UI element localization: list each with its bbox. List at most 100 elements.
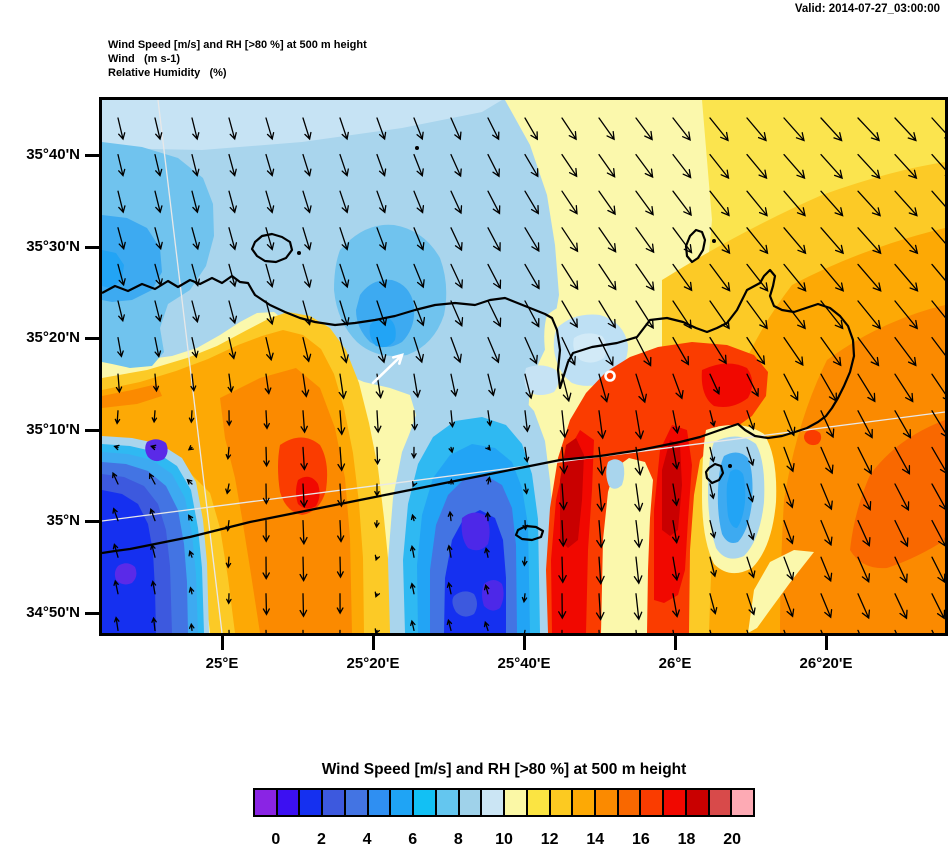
lon-tick-mark [372, 636, 375, 650]
bc-medium-patch [452, 591, 477, 617]
wind-arrow [191, 336, 199, 359]
wind-arrow [635, 410, 644, 440]
wind-arrow [894, 519, 909, 548]
right-deep-orange [850, 420, 945, 569]
wind-arrow [783, 410, 796, 437]
wind-arrow [191, 153, 200, 177]
wind-arrow [228, 336, 237, 360]
lon-tick-label: 26°E [658, 655, 692, 672]
wind-arrow [153, 373, 160, 393]
wind-arrow [225, 556, 232, 569]
wind-arrow [187, 445, 194, 451]
bc-purple1 [461, 512, 490, 551]
bl-deepest [102, 490, 156, 633]
band-red-spot [296, 476, 320, 509]
white-wind-arrow [371, 353, 404, 385]
lat-tick-label: 35°N [46, 512, 80, 529]
lat-tick-mark [85, 612, 99, 615]
wind-arrow [857, 227, 882, 255]
lat-tick-mark [85, 337, 99, 340]
wind-arrow [376, 300, 388, 327]
wind-arrow [113, 579, 119, 595]
islet-dot [415, 146, 419, 150]
wind-arrow [154, 300, 163, 323]
wind-arrow [672, 593, 680, 618]
wind-arrow [191, 117, 200, 141]
wind-arrow [894, 556, 908, 584]
wind-arrow [524, 153, 539, 178]
wind-arrow [820, 263, 845, 292]
white-observation-symbols [371, 353, 616, 385]
wind-arrow [931, 153, 945, 176]
wind-arrow [634, 446, 644, 477]
wind-arrow [228, 190, 237, 214]
colorbar-cell [298, 788, 324, 817]
wind-arrow [820, 227, 844, 255]
wind-arrow [746, 117, 767, 142]
wind-arrow [524, 190, 539, 215]
wind-arrow [857, 263, 882, 292]
wind-arrow [635, 373, 647, 404]
colorbar-cell [480, 788, 506, 817]
lon-tick-mark [523, 636, 526, 650]
colorbar-cell [639, 788, 665, 817]
wind-speed-contour-map [102, 100, 945, 633]
wind-arrow [113, 444, 120, 451]
lon-tick-label: 26°20'E [799, 655, 853, 672]
wind-arrow [561, 263, 579, 291]
wind-arrow [857, 300, 882, 330]
wind-arrow [413, 153, 424, 177]
wind-arrow [117, 190, 126, 214]
wind-arrow [446, 581, 453, 595]
wind-arrow [709, 263, 731, 292]
red-core-ne [701, 363, 753, 407]
near-isthmus-pale-blue [524, 365, 559, 395]
wind-arrow [894, 263, 919, 292]
dia-island [250, 232, 294, 264]
chart-title-line1: Wind Speed [m/s] and RH [>80 %] at 500 m… [108, 39, 367, 51]
wind-arrow [300, 446, 308, 471]
colorbar-cell [548, 788, 574, 817]
wind-arrow [409, 544, 416, 558]
wind-arrow [521, 556, 528, 567]
bl-purple-spot2 [114, 563, 137, 585]
wind-arrow [150, 580, 157, 595]
wind-arrow [857, 593, 871, 620]
wind-arrow [595, 556, 605, 585]
wind-arrow [709, 556, 717, 578]
lon-tick-mark [674, 636, 677, 650]
se-core [726, 469, 746, 528]
wind-arrow [672, 446, 680, 471]
wind-arrow [598, 373, 610, 403]
darkred-right [662, 440, 682, 536]
wind-arrow [374, 519, 380, 529]
colorbar-title: Wind Speed [m/s] and RH [>80 %] at 500 m… [321, 761, 687, 778]
lon-tick-label: 25°20'E [346, 655, 400, 672]
wind-arrow [339, 336, 349, 364]
wind-arrow [709, 519, 717, 539]
colorbar-cell [366, 788, 392, 817]
wind-arrow [413, 117, 424, 141]
wind-arrow [484, 547, 490, 558]
wind-arrow [783, 519, 795, 545]
wind-arrow [931, 446, 945, 474]
wind-arrow [338, 373, 347, 400]
wind-arrow [191, 227, 200, 251]
colorbar-tick-labels: 0 2 4 6 8 10 12 14 16 18 20 [253, 831, 755, 851]
wind-arrow [117, 300, 125, 323]
wind-arrow [783, 483, 795, 509]
wind-arrow [447, 510, 454, 522]
wind-arrow [228, 227, 238, 251]
wind-arrow [485, 444, 491, 451]
wind-arrow [154, 190, 163, 214]
wind-arrow [746, 263, 769, 292]
wind-arrow [857, 373, 876, 403]
wind-arrow [746, 519, 755, 541]
wind-arrow [523, 483, 529, 495]
wind-arrow [302, 263, 312, 289]
wind-arrow [412, 373, 421, 399]
wind-arrow [413, 227, 425, 251]
wind-arrow [595, 593, 605, 621]
wind-arrow [820, 117, 843, 142]
